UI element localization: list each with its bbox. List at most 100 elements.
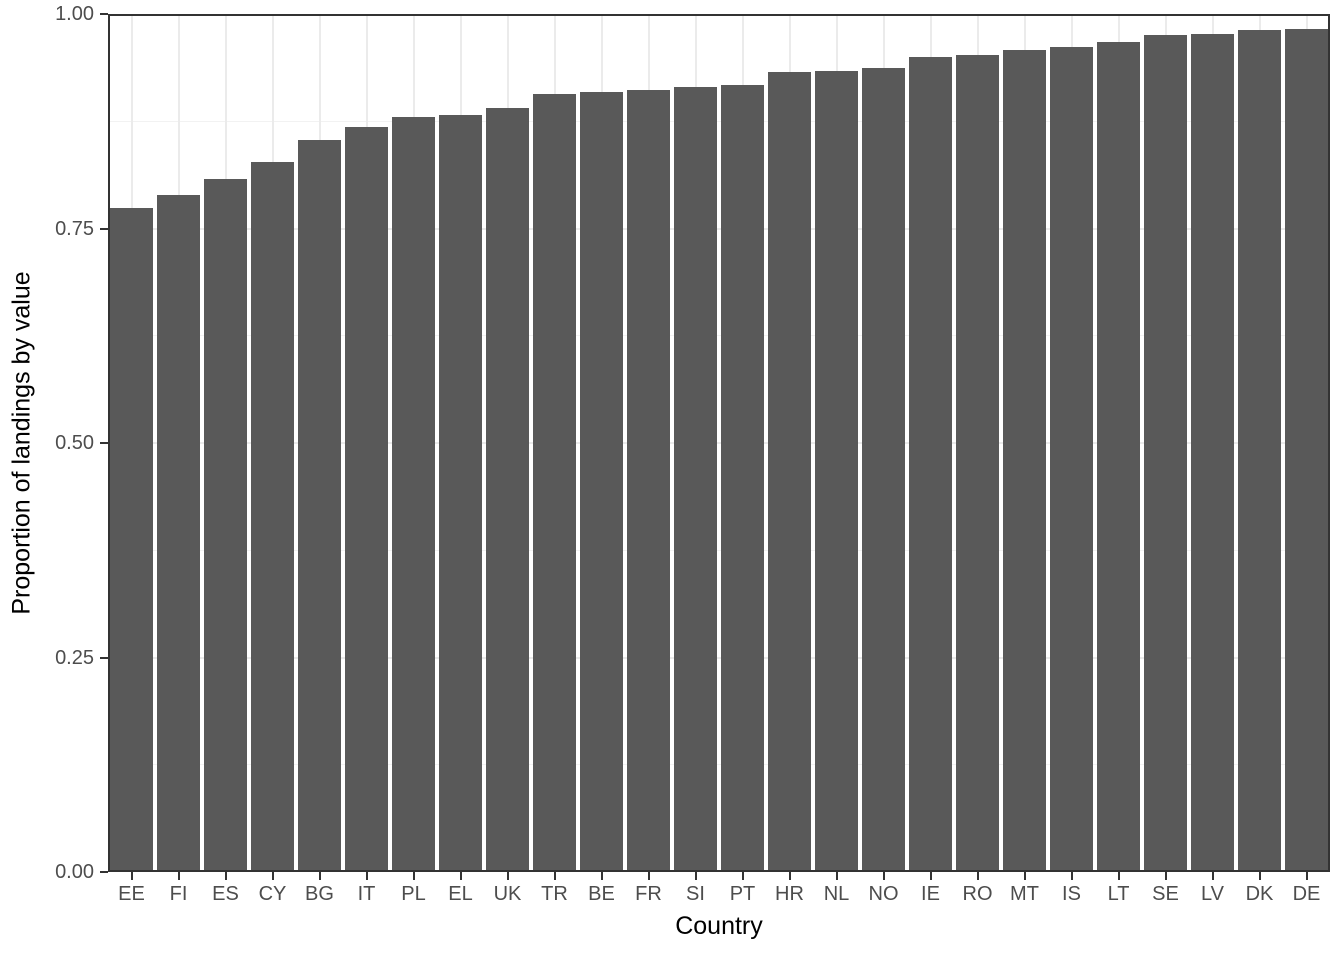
x-tick-label: LT: [1107, 883, 1130, 905]
x-tick-label: TR: [541, 883, 568, 905]
bar: [627, 89, 670, 872]
x-tick-mark: [694, 872, 697, 880]
x-tick-mark: [1117, 872, 1120, 880]
x-tick-mark: [788, 872, 791, 880]
x-tick-mark: [459, 872, 462, 880]
x-tick-mark: [318, 872, 321, 880]
bar: [956, 55, 999, 872]
x-tick-label: IS: [1062, 883, 1081, 905]
x-tick-label: LV: [1201, 883, 1224, 905]
y-tick-label: 0.25: [55, 646, 94, 669]
bar: [533, 93, 576, 872]
x-tick-label: HR: [775, 883, 804, 905]
bar: [815, 70, 858, 872]
y-tick-mark: [100, 13, 108, 15]
x-tick-mark: [976, 872, 979, 880]
x-tick-mark: [130, 872, 133, 880]
bar: [674, 86, 717, 872]
x-tick-label: PL: [401, 883, 426, 905]
x-tick-mark: [506, 872, 509, 880]
x-tick-label: BG: [305, 883, 334, 905]
x-tick-label: EE: [118, 883, 145, 905]
x-tick-label: BE: [588, 883, 615, 905]
x-tick-label: FI: [169, 883, 188, 905]
y-tick-mark: [100, 871, 108, 873]
bar: [721, 85, 764, 872]
x-tick-mark: [600, 872, 603, 880]
x-tick-label: FR: [635, 883, 662, 905]
y-tick-label: 0.00: [55, 861, 94, 883]
gridline-minor-y: [108, 120, 1330, 122]
bar: [768, 72, 811, 872]
x-tick-label: RO: [962, 883, 993, 905]
x-tick-mark: [929, 872, 932, 880]
y-tick-label: 0.75: [55, 217, 94, 240]
bar: [1285, 29, 1328, 872]
gridline-minor-y: [108, 549, 1330, 551]
y-tick-mark: [100, 656, 108, 659]
x-tick-mark: [365, 872, 368, 880]
x-tick-label: UK: [493, 883, 522, 905]
x-tick-label: SE: [1152, 883, 1179, 905]
x-tick-mark: [741, 872, 744, 880]
y-tick-label: 0.50: [55, 432, 94, 454]
gridline-minor-y: [108, 764, 1330, 766]
x-tick-mark: [1211, 872, 1214, 880]
bar: [110, 207, 153, 872]
plot-panel: [108, 14, 1330, 872]
bar: [157, 195, 200, 872]
x-tick-mark: [224, 872, 227, 880]
x-tick-label: IT: [357, 883, 376, 905]
gridline-major-y: [108, 656, 1330, 659]
x-tick-mark: [882, 872, 885, 880]
bar: [580, 92, 623, 872]
x-tick-mark: [1070, 872, 1073, 880]
bar: [392, 116, 435, 872]
x-tick-mark: [553, 872, 556, 880]
x-tick-label: EL: [448, 883, 473, 905]
x-tick-mark: [271, 872, 274, 880]
x-tick-mark: [177, 872, 180, 880]
bar: [486, 107, 529, 872]
bar: [1238, 30, 1281, 872]
x-tick-mark: [412, 872, 415, 880]
y-axis-title: Proportion of landings by value: [7, 271, 36, 615]
y-tick-label: 1.00: [55, 3, 94, 25]
x-axis-title: Country: [675, 912, 763, 940]
x-tick-label: CY: [258, 883, 287, 905]
x-tick-label: DE: [1292, 883, 1321, 905]
gridline-minor-y: [108, 335, 1330, 337]
x-tick-mark: [1164, 872, 1167, 880]
gridline-major-y: [108, 227, 1330, 230]
bar: [1003, 50, 1046, 872]
x-tick-mark: [1023, 872, 1026, 880]
bar: [345, 127, 388, 872]
bar: [1097, 42, 1140, 872]
bar: [909, 56, 952, 872]
x-tick-mark: [835, 872, 838, 880]
x-tick-label: NL: [823, 883, 850, 905]
x-tick-label: SI: [686, 883, 705, 905]
x-tick-label: PT: [729, 883, 756, 905]
x-tick-mark: [1305, 872, 1308, 880]
x-tick-label: ES: [212, 883, 239, 905]
x-tick-label: NO: [868, 883, 899, 905]
bar: [1144, 35, 1187, 872]
bar: [439, 115, 482, 872]
bar: [251, 161, 294, 872]
y-tick-mark: [100, 227, 108, 230]
x-tick-mark: [647, 872, 650, 880]
bar: [298, 140, 341, 872]
y-tick-mark: [100, 442, 108, 444]
x-tick-label: DK: [1245, 883, 1274, 905]
x-tick-label: IE: [921, 883, 940, 905]
gridline-major-y: [108, 442, 1330, 444]
x-tick-label: MT: [1010, 883, 1039, 905]
bar: [1050, 47, 1093, 872]
bar: [862, 68, 905, 872]
bar-layer: [108, 14, 1330, 872]
bar: [1191, 33, 1234, 872]
bar: [204, 178, 247, 872]
x-tick-mark: [1258, 872, 1261, 880]
